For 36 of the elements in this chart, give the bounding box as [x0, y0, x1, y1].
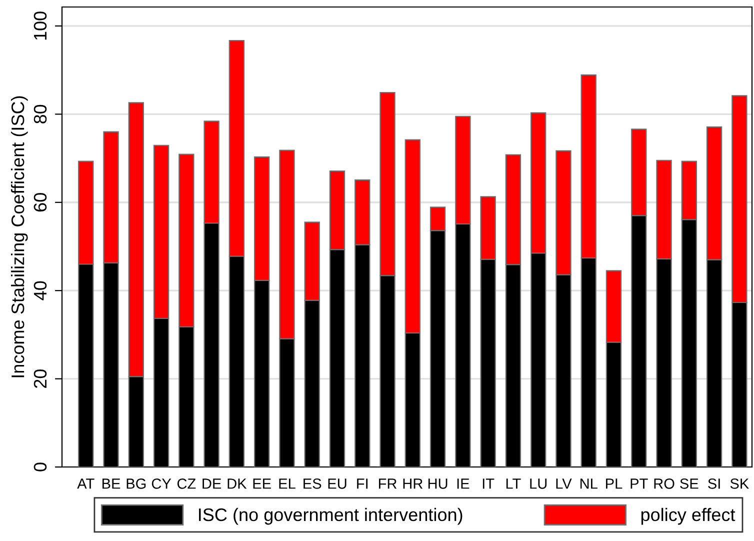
x-tick-label: FR: [378, 478, 397, 489]
y-tick-label: 100: [34, 12, 47, 40]
x-tick-label: DK: [228, 478, 247, 489]
x-tick-label: FI: [357, 478, 368, 489]
y-tick-label: 80: [34, 104, 47, 124]
x-tick-label: EU: [328, 478, 346, 489]
legend-label: ISC (no government intervention): [199, 508, 462, 525]
x-tick-label: PT: [630, 478, 648, 489]
x-tick-label: ES: [304, 478, 322, 489]
x-tick-label: IT: [482, 478, 494, 489]
x-tick-label: SK: [730, 478, 749, 489]
x-tick-label: DE: [202, 478, 222, 489]
y-tick-label: 60: [34, 193, 47, 212]
x-tick-label: EL: [279, 478, 296, 489]
x-tick-label: CY: [152, 478, 172, 489]
legend-label: policy effect: [641, 508, 736, 525]
x-tick-label: NL: [580, 478, 598, 489]
x-tick-label: AT: [77, 478, 94, 489]
x-tick-label: HR: [403, 478, 423, 489]
x-tick-label: LV: [556, 478, 572, 489]
x-tick-label: BG: [126, 478, 146, 489]
x-tick-label: BE: [102, 478, 120, 489]
y-tick-label: 20: [34, 369, 47, 388]
x-tick-label: HU: [428, 478, 448, 489]
x-tick-label: SI: [708, 478, 720, 489]
y-tick-label: 40: [34, 281, 47, 300]
x-tick-label: LT: [506, 478, 521, 489]
x-tick-label: CZ: [177, 478, 196, 489]
y-tick-label: 0: [34, 462, 47, 472]
x-tick-label: LU: [530, 478, 547, 489]
x-tick-label: EE: [253, 478, 271, 489]
x-tick-label: SE: [680, 478, 698, 489]
x-tick-label: RO: [654, 478, 674, 489]
x-tick-label: PL: [606, 478, 622, 489]
y-axis-title: Income Stabilizing Coefficient (ISC): [10, 96, 28, 378]
x-tick-label: IE: [457, 478, 470, 489]
